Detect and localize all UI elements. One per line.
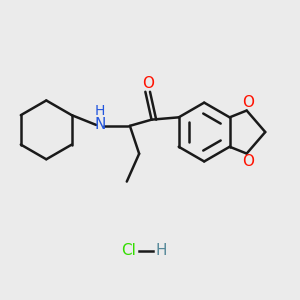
Text: Cl: Cl [121,243,136,258]
Text: H: H [155,243,166,258]
Text: O: O [242,154,254,169]
Text: H: H [95,104,105,118]
Text: O: O [142,76,154,91]
Text: O: O [242,95,254,110]
Text: N: N [94,117,106,132]
